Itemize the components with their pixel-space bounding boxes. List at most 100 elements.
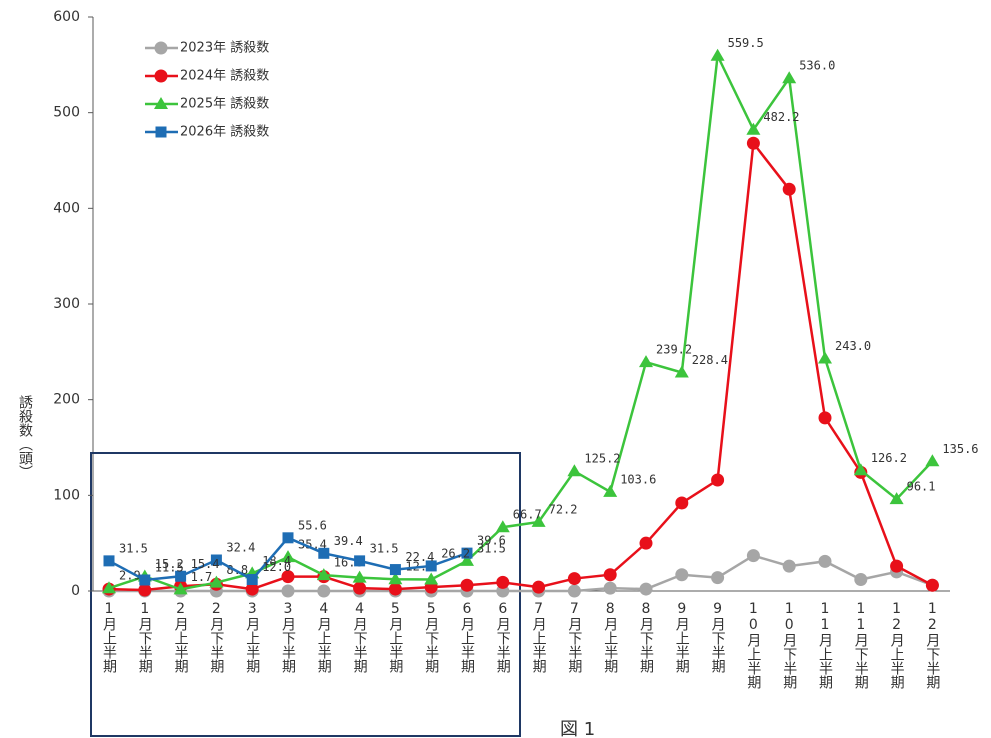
data-label: 125.2: [584, 452, 620, 466]
x-tick-label: 12月下半期: [924, 601, 940, 690]
marker: [639, 582, 653, 596]
data-label: 15.4: [191, 557, 220, 571]
x-tick-label: 3月下半期: [280, 601, 296, 674]
y-tick-label: 100: [53, 487, 80, 503]
marker: [245, 582, 259, 596]
marker: [746, 122, 761, 135]
data-label: 32.4: [226, 541, 255, 555]
data-label: 15.2: [155, 557, 184, 571]
marker: [675, 496, 689, 510]
marker: [818, 554, 832, 568]
legend-label: 2025年 誘殺数: [180, 97, 269, 112]
legend-label: 2026年 誘殺数: [180, 125, 269, 140]
legend-label: 2024年 誘殺数: [180, 69, 269, 84]
x-tick-label: 5月上半期: [387, 601, 403, 674]
marker: [173, 582, 188, 595]
legend-label: 2023年 誘殺数: [180, 41, 269, 56]
marker: [424, 572, 439, 585]
y-tick-label: 300: [53, 296, 80, 312]
x-tick-label: 8月下半期: [638, 601, 654, 674]
y-tick-label: 200: [53, 392, 80, 408]
marker: [854, 573, 868, 587]
marker: [496, 575, 510, 589]
marker: [925, 578, 939, 592]
marker: [155, 126, 167, 138]
marker: [102, 581, 116, 594]
data-label: 1.7: [191, 570, 213, 584]
data-label: 31.5: [477, 541, 506, 555]
data-label: 12.0: [262, 560, 291, 574]
marker: [710, 48, 725, 61]
x-tick-label: 6月上半期: [459, 601, 475, 674]
x-tick-label: 10月上半期: [745, 601, 761, 690]
marker: [674, 365, 689, 378]
marker: [154, 97, 168, 109]
data-label: 96.1: [907, 480, 936, 494]
x-tick-label: 4月上半期: [316, 601, 332, 674]
data-label: 31.5: [370, 541, 399, 555]
data-label: 103.6: [620, 472, 656, 486]
data-label: 482.2: [763, 110, 799, 124]
marker: [246, 574, 258, 586]
marker: [782, 71, 797, 84]
x-tick-label: 7月上半期: [531, 601, 547, 674]
marker: [495, 520, 510, 533]
marker: [354, 555, 366, 567]
marker: [388, 582, 402, 596]
marker: [210, 554, 222, 566]
data-label: 26.2: [441, 546, 470, 560]
data-label: 31.5: [119, 541, 148, 555]
data-label: 39.6: [477, 534, 506, 548]
marker: [460, 553, 474, 566]
x-tick-label: 1月上半期: [101, 601, 117, 674]
data-label: 11.5: [155, 560, 184, 574]
x-tick-label: 5月下半期: [423, 601, 439, 674]
y-axis-label: 誘殺数（頭）: [17, 395, 33, 479]
x-tick-label: 6月下半期: [495, 601, 511, 674]
marker: [281, 550, 295, 563]
marker: [711, 571, 725, 585]
marker: [317, 584, 331, 598]
marker: [425, 560, 437, 572]
highlight-box: [90, 452, 521, 737]
x-tick-label: 1月下半期: [137, 601, 153, 674]
data-label: 18.4: [262, 554, 291, 568]
x-tick-label: 3月上半期: [244, 601, 260, 674]
x-tick-label: 8月上半期: [602, 601, 618, 674]
marker: [532, 580, 546, 594]
x-tick-label: 12月上半期: [889, 601, 905, 690]
marker: [746, 136, 760, 150]
marker: [567, 572, 581, 586]
data-label: 243.0: [835, 339, 871, 353]
marker: [603, 581, 617, 595]
data-label: 22.4: [405, 550, 434, 564]
data-label: 228.4: [692, 353, 728, 367]
y-tick-label: 0: [71, 583, 80, 599]
data-label: 39.4: [334, 534, 363, 548]
x-tick-label: 2月上半期: [173, 601, 189, 674]
marker: [209, 575, 224, 588]
marker: [818, 411, 832, 425]
data-label: 135.6: [942, 442, 978, 456]
marker: [282, 532, 294, 544]
marker: [138, 583, 152, 597]
marker: [154, 41, 168, 55]
marker: [389, 564, 401, 576]
data-label: 72.2: [549, 502, 578, 516]
marker: [318, 547, 330, 559]
marker: [461, 547, 473, 559]
marker: [889, 492, 904, 505]
marker: [352, 570, 367, 583]
y-tick-label: 600: [53, 9, 80, 25]
x-tick-label: 9月下半期: [710, 601, 726, 674]
x-tick-label: 7月下半期: [566, 601, 582, 674]
marker: [154, 69, 168, 83]
marker: [711, 473, 725, 487]
marker: [567, 584, 581, 598]
marker: [103, 555, 115, 567]
marker: [853, 463, 868, 476]
marker: [281, 570, 295, 584]
y-tick-label: 500: [53, 105, 80, 121]
x-tick-label: 10月下半期: [781, 601, 797, 690]
marker: [388, 572, 403, 585]
